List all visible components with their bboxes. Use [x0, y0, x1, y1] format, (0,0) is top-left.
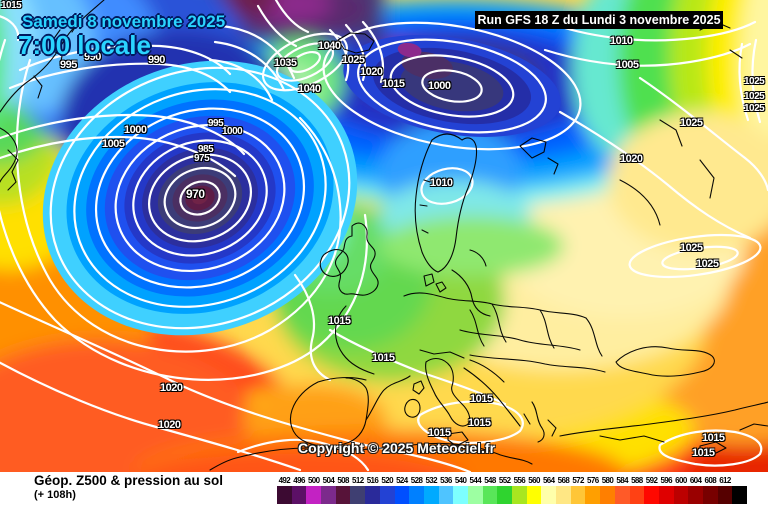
- colorbar-cell: 592: [644, 476, 659, 504]
- colorbar-cell: 492: [277, 476, 292, 504]
- colorbar-cell: 588: [629, 476, 645, 504]
- run-info-bar: Run GFS 18 Z du Lundi 3 novembre 2025: [475, 11, 723, 29]
- colorbar-cell: 612: [717, 476, 733, 504]
- colorbar-cell: 544: [467, 476, 483, 504]
- colorbar-cell: 536: [438, 476, 454, 504]
- norwegian-low-rings: [343, 35, 561, 137]
- colorbar-cell: 584: [614, 476, 630, 504]
- map-area: 1015 995 990 990 1035 1040 1040 1025 1020 1015 100…: [0, 0, 768, 472]
- weather-map-svg: [0, 0, 768, 472]
- colorbar-cell: 528: [409, 476, 424, 504]
- legend-bar: Géop. Z500 & pression au sol (+ 108h) 49…: [0, 472, 768, 512]
- colorbar-cell: 564: [541, 476, 557, 504]
- atlantic-low-rings: [42, 60, 358, 336]
- map-caption: Géop. Z500 & pression au sol (+ 108h): [34, 473, 223, 501]
- colorbar-cell: 576: [585, 476, 601, 504]
- valid-date-label: Samedi 8 novembre 2025: [22, 12, 226, 31]
- colorbar: 492 496 500 504 508 512 516 520 524 528 532 536 540 5…: [277, 476, 747, 504]
- colorbar-cell: 580: [600, 476, 615, 504]
- colorbar-cell: 604: [688, 476, 703, 504]
- coastlines: [0, 0, 768, 471]
- colorbar-cell: 512: [350, 476, 366, 504]
- forecast-hour: (+ 108h): [34, 489, 76, 501]
- colorbar-cell: [732, 476, 747, 504]
- colorbar-cell: 516: [365, 476, 380, 504]
- colorbar-cell: 568: [556, 476, 571, 504]
- colorbar-cell: 572: [570, 476, 586, 504]
- colorbar-cell: 596: [658, 476, 674, 504]
- caption-title: Géop. Z500 & pression au sol: [34, 473, 224, 488]
- colorbar-cell: 504: [321, 476, 336, 504]
- colorbar-cell: 552: [497, 476, 512, 504]
- colorbar-cell: 532: [423, 476, 439, 504]
- colorbar-cell: 540: [453, 476, 468, 504]
- colorbar-cell: 500: [306, 476, 322, 504]
- colorbar-cell: 524: [394, 476, 410, 504]
- colorbar-cell: 508: [335, 476, 351, 504]
- run-info-text: Run GFS 18 Z du Lundi 3 novembre 2025: [477, 13, 721, 27]
- colorbar-cell: 548: [482, 476, 498, 504]
- isobars: [0, 0, 768, 472]
- colorbar-cell: 496: [291, 476, 307, 504]
- colorbar-cell: 520: [379, 476, 395, 504]
- copyright-label: Copyright © 2025 Meteociel.fr: [298, 440, 496, 456]
- colorbar-cell: 608: [702, 476, 718, 504]
- colorbar-cell: 560: [526, 476, 542, 504]
- colorbar-cell: 556: [512, 476, 527, 504]
- colorbar-cell: 600: [673, 476, 689, 504]
- valid-time-label: 7:00 locale: [18, 30, 151, 60]
